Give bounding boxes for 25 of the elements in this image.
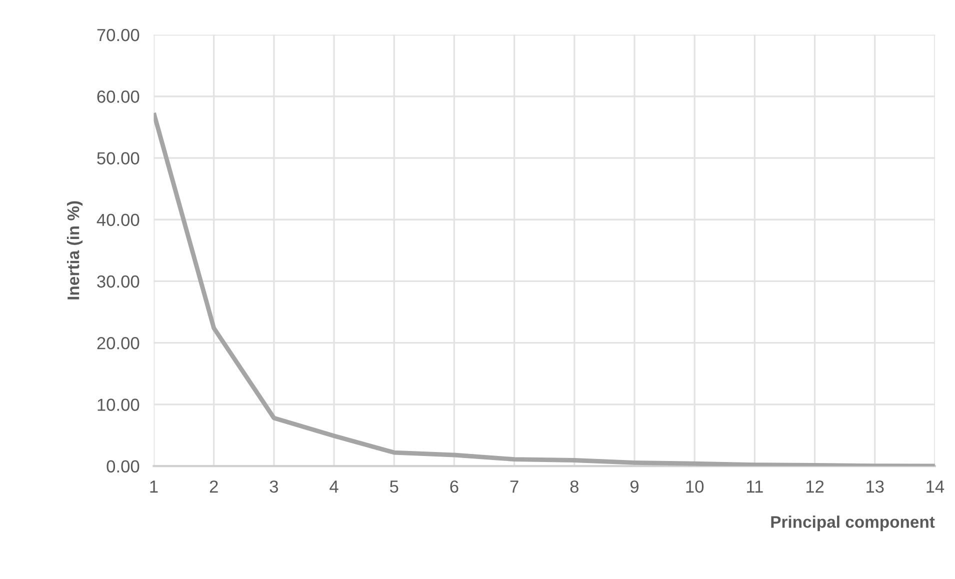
line-series	[154, 110, 935, 466]
y-tick-label: 70.00	[97, 28, 140, 42]
y-tick-label: 30.00	[97, 275, 140, 288]
x-tick-label: 14	[926, 480, 944, 493]
x-tick-label: 2	[210, 480, 218, 493]
x-tick-label: 9	[630, 480, 638, 493]
x-tick-label: 10	[686, 480, 704, 493]
x-tick-label: 13	[866, 480, 884, 493]
x-tick-label: 6	[450, 480, 458, 493]
y-tick-label: 50.00	[97, 152, 140, 164]
x-tick-label: 5	[390, 480, 398, 493]
y-tick-label: 0.00	[106, 460, 140, 473]
y-tick-label: 10.00	[98, 398, 140, 411]
x-tick-label: 3	[270, 480, 278, 493]
x-tick-label: 1	[150, 480, 158, 493]
x-axis-title: Principal component	[771, 516, 935, 532]
y-tick-label: 40.00	[96, 214, 140, 226]
x-tick-label: 11	[746, 480, 763, 493]
x-tick-label: 8	[570, 480, 578, 493]
y-tick-label: 20.00	[97, 337, 140, 350]
x-tick-label: 7	[510, 480, 518, 493]
x-tick-label: 12	[806, 480, 824, 493]
x-tick-label: 4	[330, 480, 338, 493]
y-axis-title: Inertia (in %)	[67, 201, 83, 300]
y-tick-label: 60.00	[97, 90, 140, 103]
